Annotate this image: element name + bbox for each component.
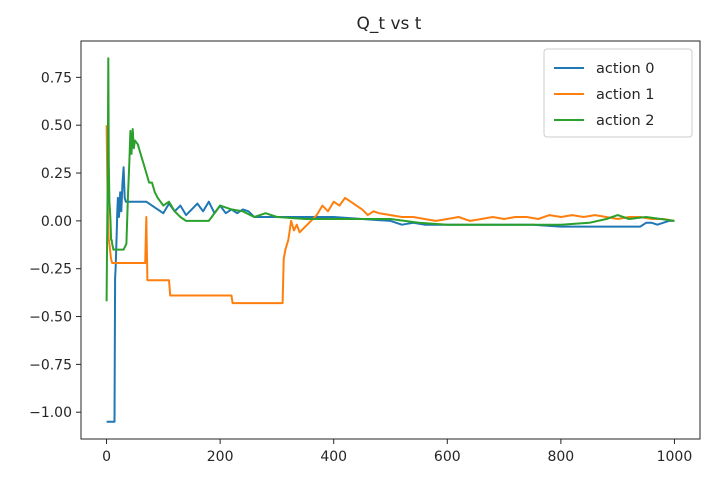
x-tick-label: 600 <box>434 449 461 465</box>
y-tick-label: −0.50 <box>29 310 72 326</box>
x-tick-label: 0 <box>102 449 111 465</box>
y-tick-label: −0.25 <box>29 262 72 278</box>
series-layer <box>105 57 675 423</box>
plot-frame <box>80 40 701 440</box>
series-line-2 <box>105 57 675 302</box>
y-tick-label: 0.75 <box>41 70 72 86</box>
legend-box <box>543 48 693 138</box>
series-line-1 <box>105 125 675 305</box>
chart-title: Q_t vs t <box>357 14 422 34</box>
y-tick-label: 0.00 <box>41 214 72 230</box>
legend-label: action 0 <box>596 61 654 77</box>
x-tick-label: 800 <box>547 449 574 465</box>
x-tick-label: 400 <box>320 449 347 465</box>
y-tick-label: 0.25 <box>41 166 72 182</box>
y-tick-label: 0.50 <box>41 118 72 134</box>
y-tick-label: −1.00 <box>29 405 72 421</box>
x-tick-label: 1000 <box>657 449 693 465</box>
legend-label: action 2 <box>596 113 654 129</box>
x-tick-label: 200 <box>207 449 234 465</box>
y-tick-label: −0.75 <box>29 357 72 373</box>
legend-label: action 1 <box>596 87 654 103</box>
ticks-layer: 0 200 400 600 800 1000 0.75 0.50 0.25 0.00 −0.25 −0… <box>29 70 692 465</box>
legend: action 0 action 1 action 2 <box>543 48 693 138</box>
